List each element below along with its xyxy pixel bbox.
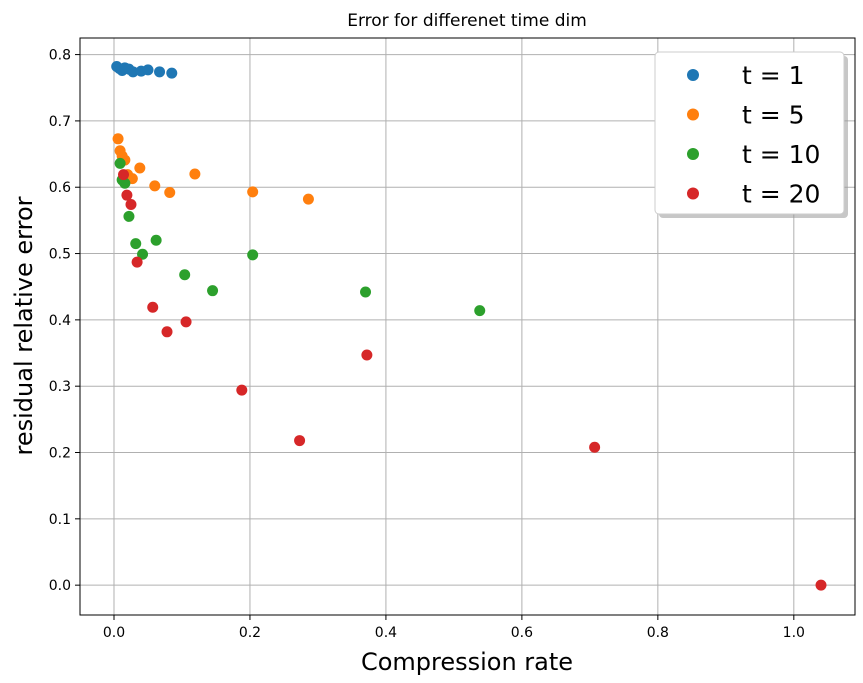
legend-marker — [687, 187, 699, 200]
series-4 — [118, 169, 827, 591]
data-point — [247, 186, 259, 198]
legend: t = 1 t = 5 t = 10 t = 20 — [654, 51, 848, 218]
x-axis-title: Compression rate — [361, 648, 573, 676]
legend-marker — [687, 148, 699, 160]
data-point — [294, 435, 306, 447]
data-point — [360, 286, 372, 298]
y-tick-label: 0.3 — [49, 379, 71, 395]
data-point — [161, 326, 173, 338]
legend-label: t = 5 — [742, 101, 805, 130]
legend-box — [654, 51, 845, 215]
legend-marker — [687, 108, 699, 121]
y-tick-label: 0.2 — [49, 446, 71, 462]
data-point — [589, 441, 601, 453]
x-tick-label: 0.2 — [239, 625, 261, 641]
legend-entries: t = 1 t = 5 t = 10 t = 20 — [687, 61, 820, 209]
data-point — [236, 384, 248, 396]
data-point — [114, 157, 126, 169]
data-point — [123, 210, 135, 222]
chart-title: Error for differenet time dim — [347, 11, 587, 31]
data-point — [815, 579, 827, 591]
data-point — [142, 64, 154, 76]
x-tick-label: 0.6 — [511, 625, 533, 641]
data-point — [154, 66, 166, 78]
data-point — [130, 238, 142, 250]
y-tick-label: 0.7 — [49, 114, 71, 130]
data-point — [150, 234, 162, 246]
series-2 — [112, 133, 314, 205]
data-point — [121, 189, 133, 201]
data-point — [149, 180, 161, 192]
y-tick-label: 0.0 — [49, 578, 71, 594]
data-point — [147, 301, 159, 313]
data-point — [119, 177, 131, 189]
series-1 — [111, 61, 178, 79]
data-point — [180, 316, 192, 328]
data-point — [179, 269, 191, 281]
data-point — [247, 249, 259, 261]
data-point — [127, 66, 139, 78]
legend-marker — [687, 69, 699, 81]
legend-label: t = 10 — [742, 140, 820, 169]
plot-area-frame — [79, 37, 856, 616]
data-point — [125, 198, 137, 210]
y-tick-label: 0.8 — [49, 48, 71, 64]
data-point — [189, 168, 201, 180]
data-point — [207, 285, 219, 297]
y-tick-label: 0.6 — [49, 180, 71, 196]
x-tick-label: 0.0 — [103, 625, 125, 641]
y-tick-label: 0.1 — [49, 512, 71, 528]
y-tick-label: 0.4 — [49, 313, 71, 329]
legend-label: t = 1 — [742, 61, 805, 90]
y-tick-label: 0.5 — [49, 247, 71, 263]
data-points — [111, 61, 827, 591]
data-point — [302, 193, 314, 205]
data-point — [131, 256, 143, 268]
data-point — [166, 67, 178, 79]
data-point — [474, 305, 486, 317]
axis-ticks: 0.0 0.2 0.4 0.6 0.8 1.0 0.0 0.1 0.2 0.3 0.4 0.5 0.6 0… — [49, 48, 805, 641]
x-tick-label: 0.4 — [375, 625, 397, 641]
legend-label: t = 20 — [742, 180, 820, 209]
x-tick-label: 0.8 — [647, 625, 669, 641]
data-point — [118, 169, 130, 181]
data-point — [361, 349, 373, 361]
series-3 — [114, 157, 486, 317]
data-point — [137, 248, 149, 260]
data-point — [112, 133, 124, 145]
data-point — [164, 187, 176, 199]
x-tick-label: 1.0 — [783, 625, 805, 641]
data-point — [134, 162, 146, 174]
y-axis-title: residual relative error — [10, 196, 38, 455]
